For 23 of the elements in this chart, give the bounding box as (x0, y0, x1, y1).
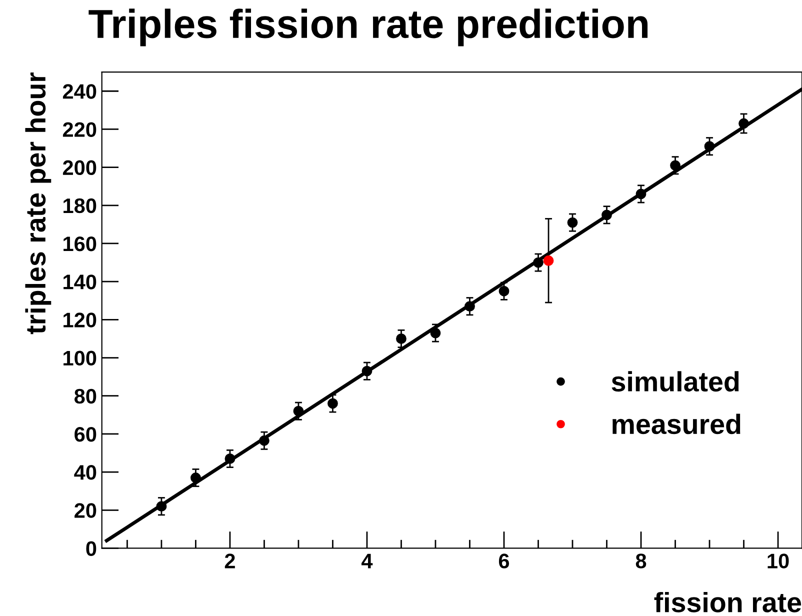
x-tick-label: 2 (224, 554, 235, 568)
y-tick-label: 60 (74, 426, 96, 442)
x-tick-label: 4 (362, 554, 373, 568)
y-tick-label: 100 (64, 350, 96, 366)
legend-label: measured (612, 414, 740, 434)
x-tick-label: 8 (636, 554, 646, 568)
y-axis-title: triples rate per hour (25, 72, 52, 334)
chart-title: Triples fission rate prediction (88, 8, 648, 46)
y-tick-label: 160 (64, 236, 96, 252)
x-axis-title: fission rate (654, 592, 802, 612)
y-tick-label: 80 (74, 388, 96, 404)
y-tick-label: 180 (64, 198, 96, 214)
x-tick-label: 6 (498, 554, 510, 568)
legend-label: simulated (612, 371, 739, 392)
y-tick-label: 200 (62, 160, 96, 176)
y-tick-label: 120 (64, 312, 96, 328)
y-tick-label: 40 (74, 465, 96, 480)
y-tick-label: 20 (74, 503, 96, 518)
y-tick-label: 240 (62, 84, 96, 99)
y-tick-label: 0 (86, 541, 96, 556)
y-tick-label: 140 (64, 274, 96, 290)
x-tick-label: 10 (768, 554, 789, 568)
y-tick-label: 220 (62, 122, 96, 137)
